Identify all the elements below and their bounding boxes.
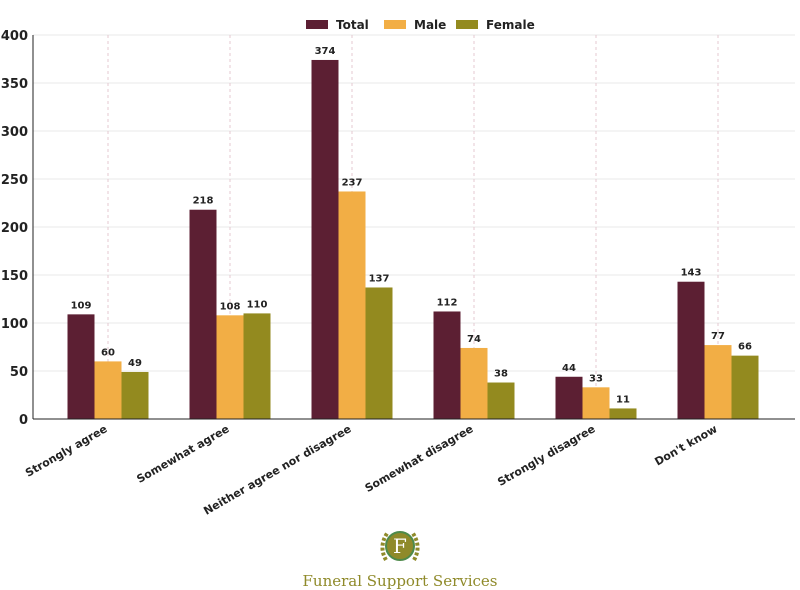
bar-male [582,387,610,419]
data-label: 66 [738,342,752,353]
legend-swatch-total [306,20,328,29]
x-tick-label: Somewhat disagree [363,422,476,495]
data-label: 237 [342,177,363,188]
bar-male [94,361,122,419]
bar-chart: 0 50 100 150 200 250 300 350 400 109 60 49 Strongly … [1,18,795,518]
bar-female [365,287,393,419]
bar-total [311,59,339,420]
data-label: 60 [101,347,115,358]
logo-text: Funeral Support Services [302,572,498,590]
bar-female [487,382,515,419]
legend-label: Total [336,18,369,32]
data-label: 112 [437,297,458,308]
bar-total [677,281,705,419]
legend-swatch-male [384,20,406,29]
bar-male [704,345,732,419]
bar-total [67,314,95,419]
data-label: 74 [467,334,481,345]
bar-female [243,313,271,419]
data-label: 33 [589,373,603,384]
data-label: 109 [71,300,92,311]
y-tick-label: 100 [1,317,28,332]
x-tick-label: Somewhat agree [134,422,231,486]
data-label: 11 [616,394,630,405]
y-tick-label: 200 [1,221,28,236]
data-label: 49 [128,358,142,369]
data-label: 44 [562,363,576,374]
y-tick-label: 400 [1,29,28,44]
data-label: 108 [220,301,241,312]
data-label: 137 [369,273,390,284]
data-label: 143 [681,268,702,279]
data-label: 77 [711,331,725,342]
logo-emblem-icon: F [380,530,420,561]
y-tick-label: 50 [10,365,28,380]
data-label: 374 [315,46,336,57]
bar-total [433,311,461,419]
legend-swatch-female [456,20,478,29]
y-tick-label: 250 [1,173,28,188]
x-tick-label: Don't know [653,422,720,468]
bar-total [189,209,217,419]
bar-male [338,191,366,419]
bar-male [216,315,244,419]
bar-total [555,376,583,419]
y-tick-label: 0 [19,413,28,428]
x-tick-label: Strongly disagree [495,422,597,489]
data-label: 110 [247,299,268,310]
y-tick-label: 350 [1,77,28,92]
y-tick-label: 150 [1,269,28,284]
svg-text:F: F [393,534,407,558]
bar-female [731,355,759,419]
legend-label: Female [486,18,535,32]
logo: F Funeral Support Services [300,526,500,590]
bar-male [460,347,488,419]
data-label: 218 [193,196,214,207]
y-tick-label: 300 [1,125,28,140]
x-tick-label: Strongly agree [23,422,109,479]
bar-female [121,371,149,419]
legend-label: Male [414,18,446,32]
data-label: 38 [494,369,508,380]
bar-female [609,408,637,419]
